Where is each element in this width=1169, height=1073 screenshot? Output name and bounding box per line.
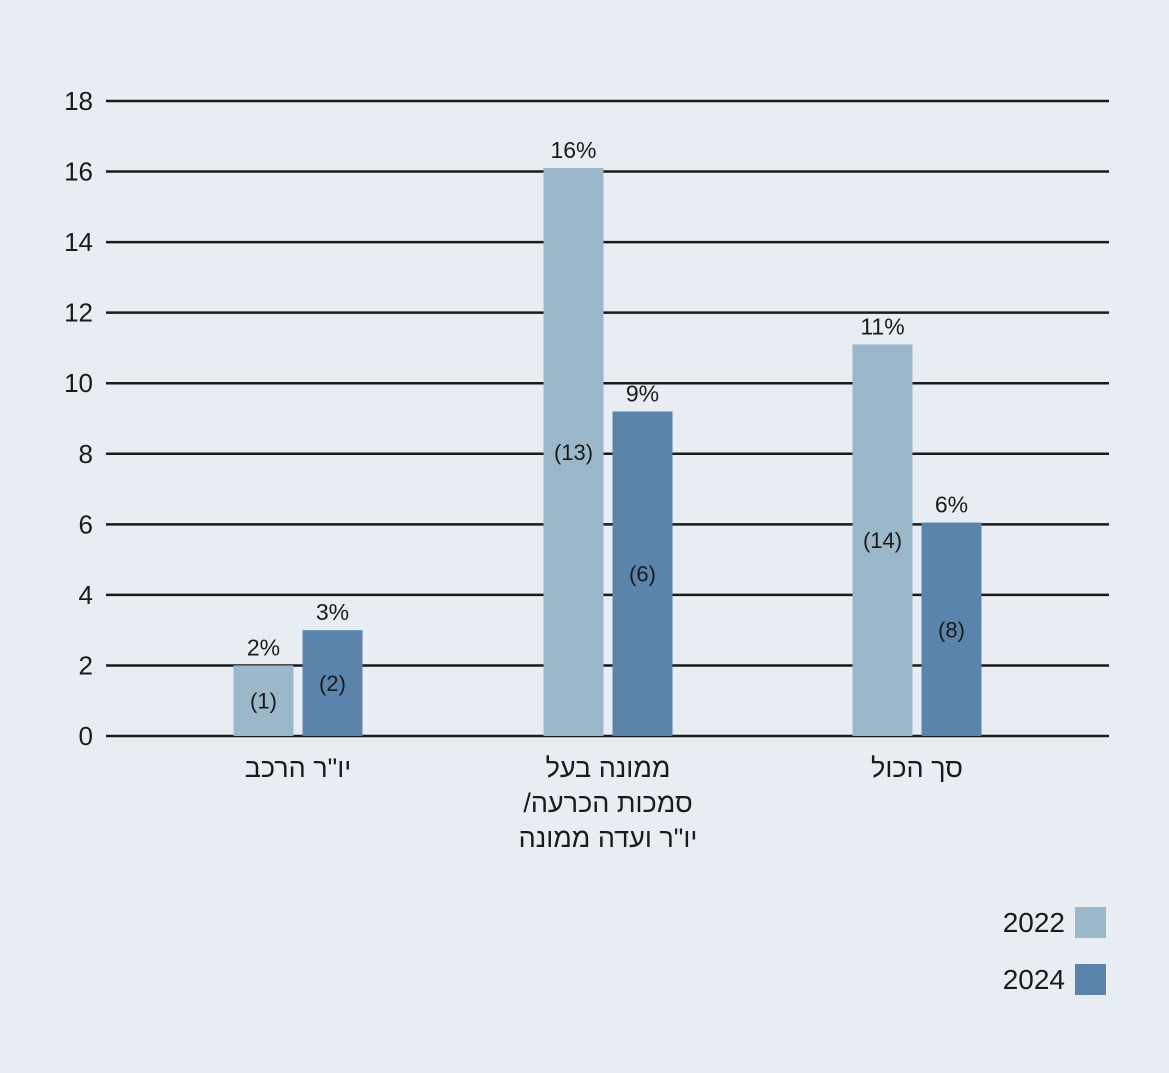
- count-label: (6): [629, 562, 656, 587]
- count-label: (13): [554, 440, 593, 465]
- percent-label: 3%: [316, 599, 349, 625]
- category-label: יו"ר ועדה ממונה: [519, 823, 698, 853]
- y-tick-label: 0: [79, 721, 93, 751]
- legend: 2022 2024: [1003, 907, 1106, 995]
- count-label: (14): [863, 528, 902, 553]
- y-tick-label: 4: [79, 580, 93, 610]
- y-tick-label: 12: [64, 298, 93, 328]
- count-label: (2): [319, 671, 346, 696]
- bar-2024-0: [302, 630, 363, 736]
- legend-label: 2022: [1003, 907, 1065, 938]
- bar-2024-1: [612, 411, 673, 736]
- percent-label: 2%: [247, 634, 280, 660]
- percent-label: 11%: [860, 313, 904, 339]
- y-tick-label: 2: [79, 650, 93, 680]
- bar-2022-0: [233, 665, 294, 736]
- bar-2024-2: [921, 522, 982, 736]
- percent-label: 16%: [550, 137, 596, 163]
- percent-label: 6%: [935, 492, 968, 518]
- legend-swatch-2022: [1075, 907, 1106, 938]
- y-tick-label: 14: [64, 227, 93, 257]
- y-tick-label: 18: [64, 86, 93, 116]
- category-label: ממונה בעל: [546, 753, 671, 783]
- y-tick-label: 16: [64, 157, 93, 187]
- count-label: (8): [938, 617, 965, 642]
- category-label: סמכות הכרעה/: [523, 788, 692, 818]
- bar-2022-2: [852, 344, 913, 736]
- percent-label: 9%: [626, 380, 659, 406]
- count-label: (1): [250, 689, 277, 714]
- category-label: יו"ר הרכב: [245, 753, 352, 783]
- category-labels: יו"ר הרכב ממונה בעל סמכות הכרעה/יו"ר ועדה …: [245, 753, 963, 853]
- legend-swatch-2024: [1075, 964, 1106, 995]
- y-axis-ticks: 0 2 4 6 8 10 12 14 16 18: [64, 86, 93, 751]
- y-tick-label: 8: [79, 439, 93, 469]
- y-tick-label: 10: [64, 368, 93, 398]
- bars: 2% (1) 16% (13) 11% (14) 3% (2) 9% (6) 6% (8): [233, 137, 982, 736]
- category-label: סך הכול: [871, 753, 963, 783]
- y-tick-label: 6: [79, 509, 93, 539]
- legend-label: 2024: [1003, 964, 1065, 995]
- bar-2022-1: [543, 168, 604, 736]
